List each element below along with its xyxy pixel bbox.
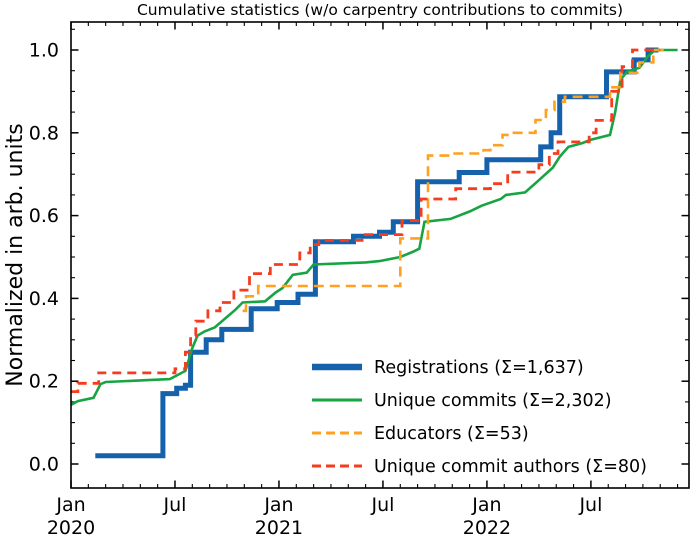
x-tick-month: Jul — [578, 494, 602, 516]
y-axis-label: Normalized in arb. units — [3, 123, 28, 386]
x-tick-month: Jan — [55, 494, 85, 516]
legend-label-registrations: Registrations (Σ=1,637) — [374, 358, 584, 378]
legend-label-educators: Educators (Σ=53) — [374, 424, 529, 444]
x-tick-year: 2021 — [255, 517, 303, 539]
y-tick-label: 0.0 — [29, 454, 59, 476]
x-tick-month: Jul — [370, 494, 394, 516]
x-tick-month: Jan — [263, 494, 293, 516]
x-tick-year: 2022 — [463, 517, 511, 539]
y-tick-labels: 0.0 0.2 0.4 0.6 0.8 1.0 — [29, 40, 59, 476]
chart-title: Cumulative statistics (w/o carpentry con… — [137, 1, 623, 19]
y-tick-label: 0.4 — [29, 288, 59, 310]
series-unique-commits-line — [70, 48, 678, 406]
legend-label-unique-commits: Unique commits (Σ=2,302) — [374, 391, 612, 411]
series-lines — [70, 47, 678, 459]
series-unique-commit-authors-line — [71, 48, 661, 393]
series-registrations-line — [95, 47, 659, 459]
x-tick-month: Jul — [163, 494, 187, 516]
plot-spines — [70, 21, 690, 489]
y-tick-label: 0.6 — [29, 205, 59, 227]
legend-label-unique-commit-authors: Unique commit authors (Σ=80) — [374, 457, 647, 477]
x-tick-year: 2020 — [47, 517, 95, 539]
x-tick-month: Jan — [471, 494, 501, 516]
y-tick-label: 0.2 — [29, 371, 59, 393]
legend: Registrations (Σ=1,637) Unique commits (Σ… — [312, 358, 647, 477]
y-tick-label: 0.8 — [29, 122, 59, 144]
y-tick-label: 1.0 — [29, 40, 59, 62]
